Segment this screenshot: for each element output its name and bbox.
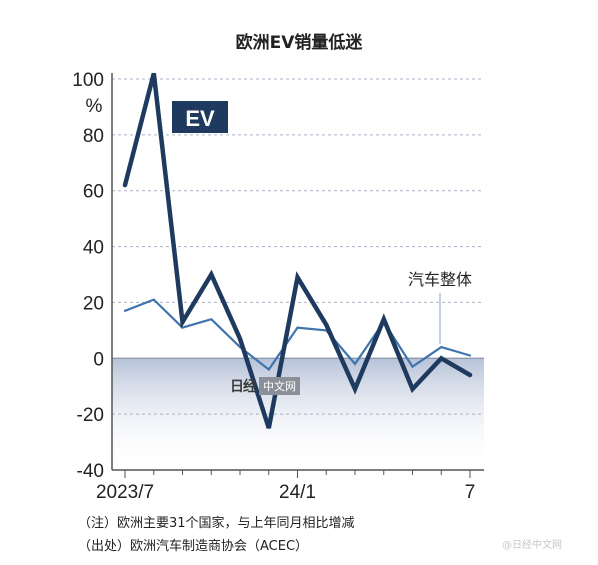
data-point	[411, 388, 414, 390]
series-label-total: 汽车整体	[408, 270, 472, 289]
series-group	[122, 72, 473, 429]
y-tick-label: 80	[83, 126, 104, 147]
y-tick-label: 20	[83, 293, 104, 314]
x-tick-label: 24/1	[279, 482, 316, 503]
y-tick-label: 60	[83, 182, 104, 203]
corner-watermark: @日经中文网	[502, 540, 562, 551]
y-unit-label: %	[86, 96, 103, 117]
data-point	[153, 299, 155, 301]
x-tick-label: 7	[465, 482, 476, 503]
data-point	[383, 318, 385, 320]
series-label-ev: EV	[185, 106, 215, 131]
data-point	[210, 318, 212, 320]
data-point	[411, 366, 414, 368]
data-point	[268, 427, 270, 429]
watermark: 日经 中文网	[230, 376, 300, 396]
ev-label-box	[172, 101, 228, 133]
y-tick-labels: 100 80 60 40 20 0 -20 -40	[72, 70, 104, 482]
data-point	[239, 338, 241, 340]
data-point	[181, 326, 184, 329]
y-tick-label: 100	[72, 70, 104, 91]
x-tick-labels: 2023/7 24/1 7	[96, 470, 475, 503]
data-point	[268, 368, 270, 371]
watermark-site: 中文网	[259, 377, 300, 395]
data-point	[469, 374, 471, 376]
data-point	[354, 388, 356, 390]
data-point	[325, 324, 327, 326]
x-tick-label: 2023/7	[96, 482, 154, 503]
data-point	[354, 363, 356, 365]
y-tick-label: 0	[93, 349, 104, 370]
chart-source: （出处）欧洲汽车制造商协会（ACEC）	[78, 539, 309, 554]
data-point	[210, 273, 212, 276]
data-point	[153, 72, 155, 75]
data-point	[469, 354, 471, 357]
data-point	[181, 321, 184, 323]
data-point	[440, 346, 442, 348]
chart-note: （注）欧洲主要31个国家，与上年同月相比增减	[78, 516, 355, 531]
data-point	[296, 276, 299, 278]
y-tick-label: 40	[83, 238, 104, 259]
y-tick-label: -40	[77, 461, 104, 482]
data-point	[440, 357, 442, 359]
data-point	[124, 310, 126, 312]
data-point	[296, 326, 299, 329]
y-tick-label: -20	[77, 405, 104, 426]
chart-title: 欧洲EV销量低迷	[236, 32, 364, 53]
watermark-logo: 日经	[230, 379, 257, 395]
data-point	[124, 184, 126, 186]
